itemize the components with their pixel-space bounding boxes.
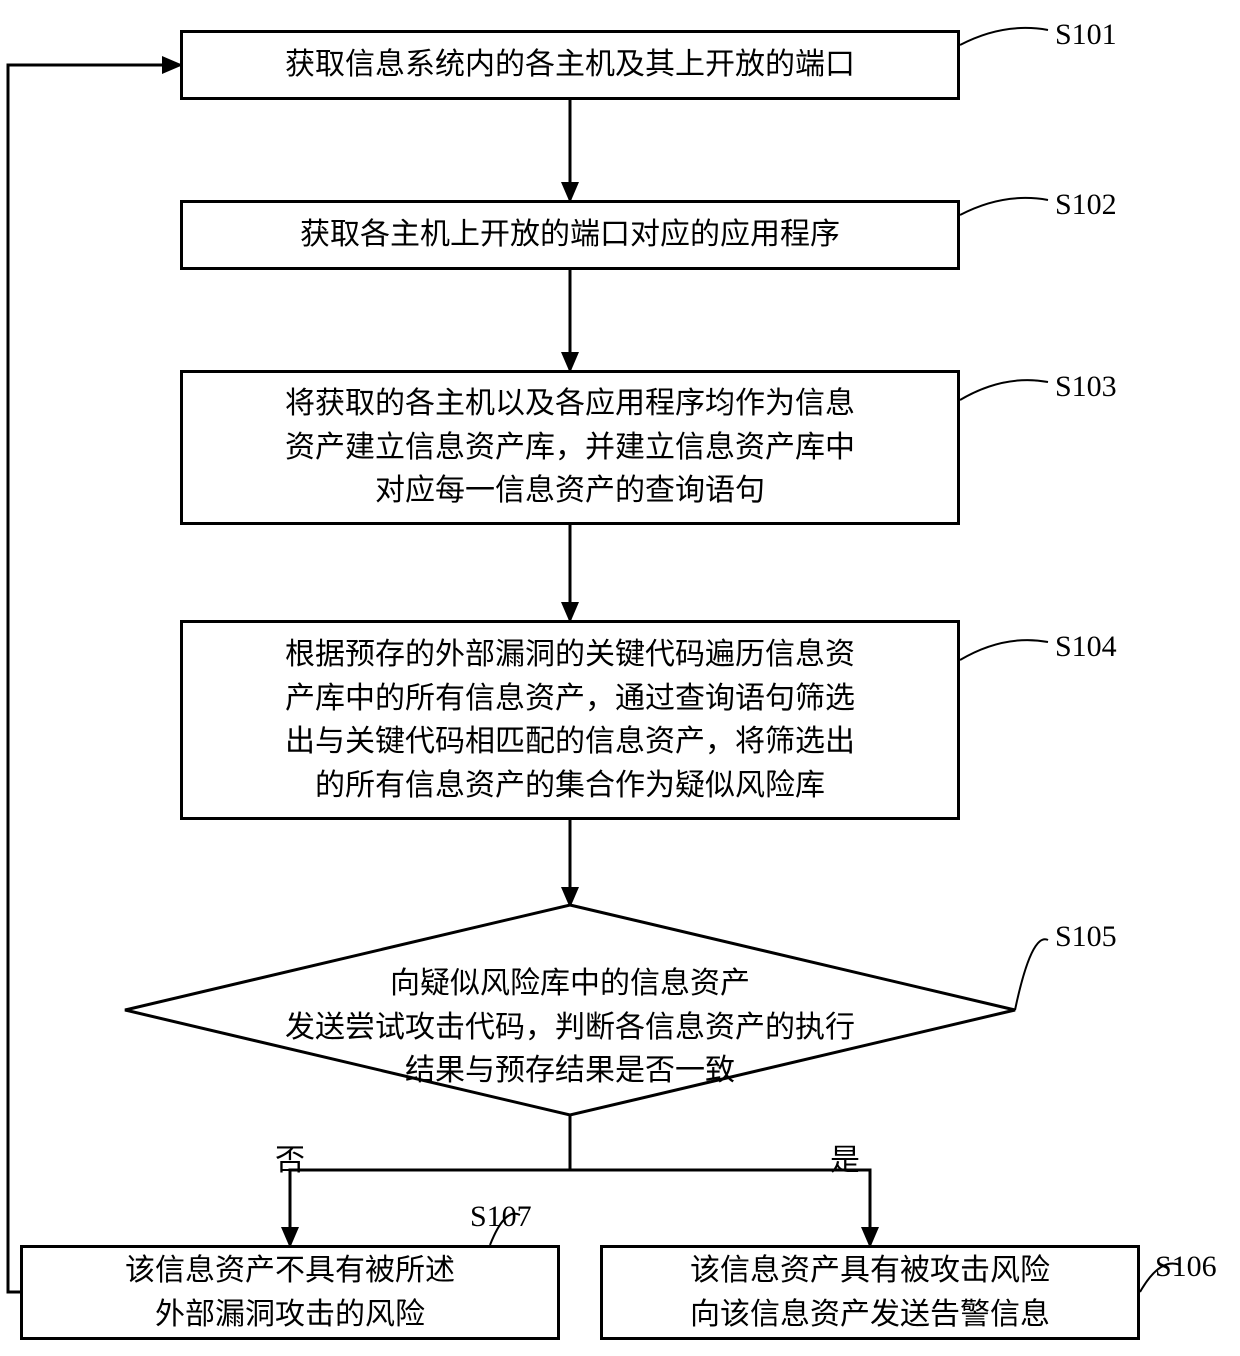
label-s104: S104 [1055, 630, 1117, 664]
step-s104: 根据预存的外部漏洞的关键代码遍历信息资产库中的所有信息资产，通过查询语句筛选出与… [180, 620, 960, 820]
step-s105-text: 向疑似风险库中的信息资产发送尝试攻击代码，判断各信息资产的执行结果与预存结果是否… [285, 967, 855, 1087]
step-s104-text: 根据预存的外部漏洞的关键代码遍历信息资产库中的所有信息资产，通过查询语句筛选出与… [285, 633, 855, 807]
label-s102: S102 [1055, 188, 1117, 222]
step-s101: 获取信息系统内的各主机及其上开放的端口 [180, 30, 960, 100]
step-s102-text: 获取各主机上开放的端口对应的应用程序 [300, 213, 840, 257]
label-s107: S107 [470, 1200, 532, 1234]
label-s101: S101 [1055, 18, 1117, 52]
step-s103-text: 将获取的各主机以及各应用程序均作为信息资产建立信息资产库，并建立信息资产库中对应… [285, 382, 855, 513]
label-s105: S105 [1055, 920, 1117, 954]
step-s102: 获取各主机上开放的端口对应的应用程序 [180, 200, 960, 270]
step-s107: 该信息资产不具有被所述外部漏洞攻击的风险 [20, 1245, 560, 1340]
label-s106: S106 [1155, 1250, 1217, 1284]
branch-yes-label: 是 [830, 1135, 860, 1179]
step-s101-text: 获取信息系统内的各主机及其上开放的端口 [285, 43, 855, 87]
step-s103: 将获取的各主机以及各应用程序均作为信息资产建立信息资产库，并建立信息资产库中对应… [180, 370, 960, 525]
step-s105: 向疑似风险库中的信息资产发送尝试攻击代码，判断各信息资产的执行结果与预存结果是否… [190, 962, 950, 1093]
step-s106-text: 该信息资产具有被攻击风险向该信息资产发送告警信息 [690, 1249, 1050, 1336]
flowchart-canvas: 获取信息系统内的各主机及其上开放的端口 获取各主机上开放的端口对应的应用程序 将… [0, 0, 1240, 1356]
step-s106: 该信息资产具有被攻击风险向该信息资产发送告警信息 [600, 1245, 1140, 1340]
branch-no-label: 否 [275, 1135, 305, 1179]
step-s107-text: 该信息资产不具有被所述外部漏洞攻击的风险 [125, 1249, 455, 1336]
label-s103: S103 [1055, 370, 1117, 404]
